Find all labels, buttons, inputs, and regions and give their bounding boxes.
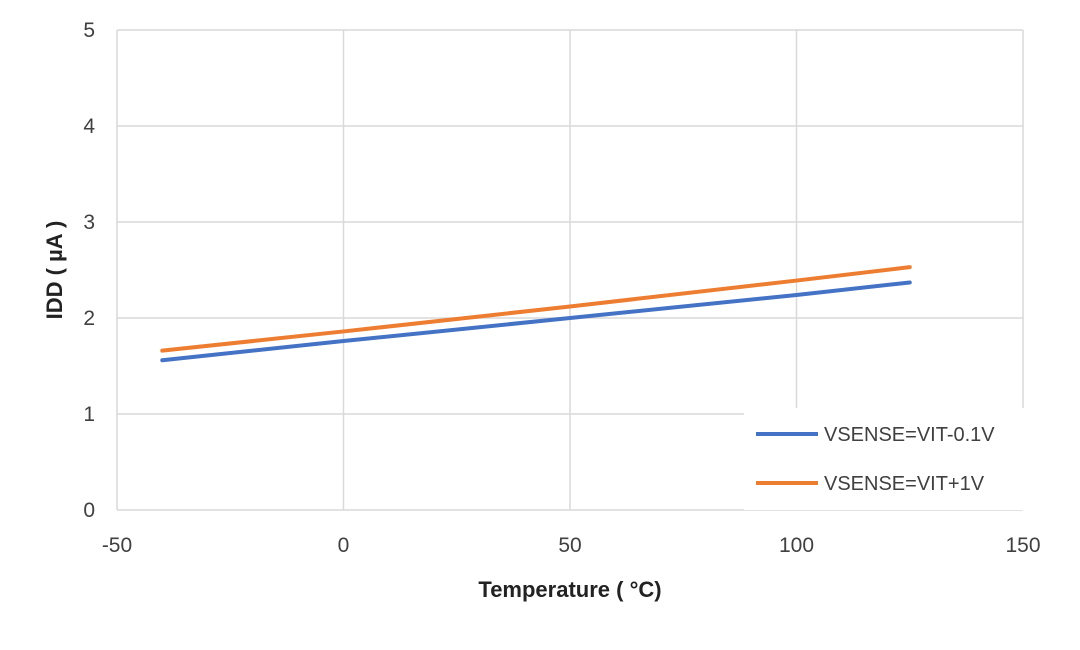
y-tick-label: 5 [83, 19, 95, 42]
x-axis-title: Temperature ( °C) [478, 577, 661, 602]
x-tick-label: 50 [558, 534, 581, 557]
x-tick-label: 100 [779, 534, 814, 557]
y-tick-label: 4 [83, 115, 95, 138]
y-tick-label: 3 [83, 211, 95, 234]
legend-label-series-1: VSENSE=VIT-0.1V [824, 424, 995, 446]
legend-background [744, 408, 1040, 510]
y-tick-label: 1 [83, 403, 95, 426]
x-tick-label: -50 [102, 534, 132, 557]
y-axis-title: IDD ( µA ) [42, 221, 67, 320]
y-tick-label: 0 [83, 499, 95, 522]
y-axis-ticks: 0 1 2 3 4 5 [83, 19, 95, 522]
series-line-1 [160, 280, 912, 363]
legend: VSENSE=VIT-0.1V VSENSE=VIT+1V [744, 408, 1040, 510]
x-axis-ticks: -50 0 50 100 150 [102, 534, 1041, 557]
x-tick-label: 150 [1005, 534, 1040, 557]
legend-label-series-2: VSENSE=VIT+1V [824, 473, 985, 495]
plot-area [160, 265, 912, 363]
x-tick-label: 0 [338, 534, 350, 557]
y-tick-label: 2 [83, 307, 95, 330]
series-line-2 [160, 265, 912, 353]
